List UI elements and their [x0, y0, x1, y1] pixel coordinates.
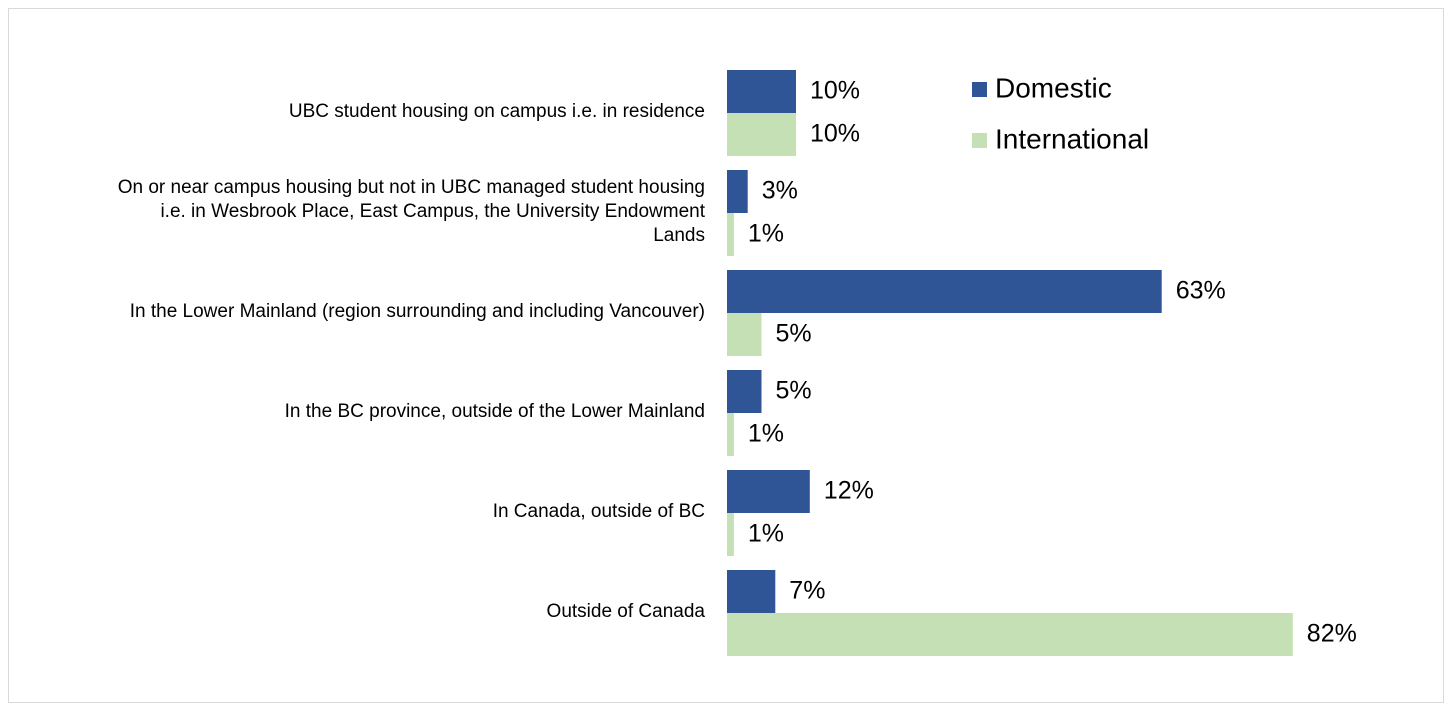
value-label: 5%: [776, 377, 812, 405]
value-label: 10%: [810, 77, 860, 105]
category-label: UBC student housing on campus i.e. in re…: [289, 101, 705, 122]
bar: [727, 470, 810, 513]
value-label: 10%: [810, 120, 860, 148]
bar: [727, 370, 762, 413]
value-label: 5%: [776, 320, 812, 348]
bar: [727, 270, 1162, 313]
bar: [727, 70, 796, 113]
chart-border: [8, 8, 1444, 703]
bar: [727, 513, 734, 556]
bar: [727, 313, 762, 356]
legend-label: International: [995, 123, 1149, 154]
value-label: 82%: [1307, 620, 1357, 648]
value-label: 1%: [748, 420, 784, 448]
bar: [727, 613, 1293, 656]
legend-swatch: [972, 82, 987, 97]
value-label: 12%: [824, 477, 874, 505]
category-label: In the BC province, outside of the Lower…: [285, 401, 705, 422]
value-label: 3%: [762, 177, 798, 205]
bar: [727, 413, 734, 456]
category-label: In Canada, outside of BC: [493, 501, 705, 522]
value-label: 7%: [789, 577, 825, 605]
legend-label: Domestic: [995, 72, 1112, 103]
value-label: 1%: [748, 220, 784, 248]
value-label: 1%: [748, 520, 784, 548]
legend-swatch: [972, 133, 987, 148]
bar: [727, 213, 734, 256]
category-label: In the Lower Mainland (region surroundin…: [130, 301, 705, 322]
bar: [727, 570, 776, 613]
value-label: 63%: [1176, 277, 1226, 305]
category-label: Outside of Canada: [547, 601, 706, 622]
bar: [727, 170, 748, 213]
category-label: On or near campus housing but not in UBC…: [118, 177, 706, 246]
bar: [727, 113, 796, 156]
